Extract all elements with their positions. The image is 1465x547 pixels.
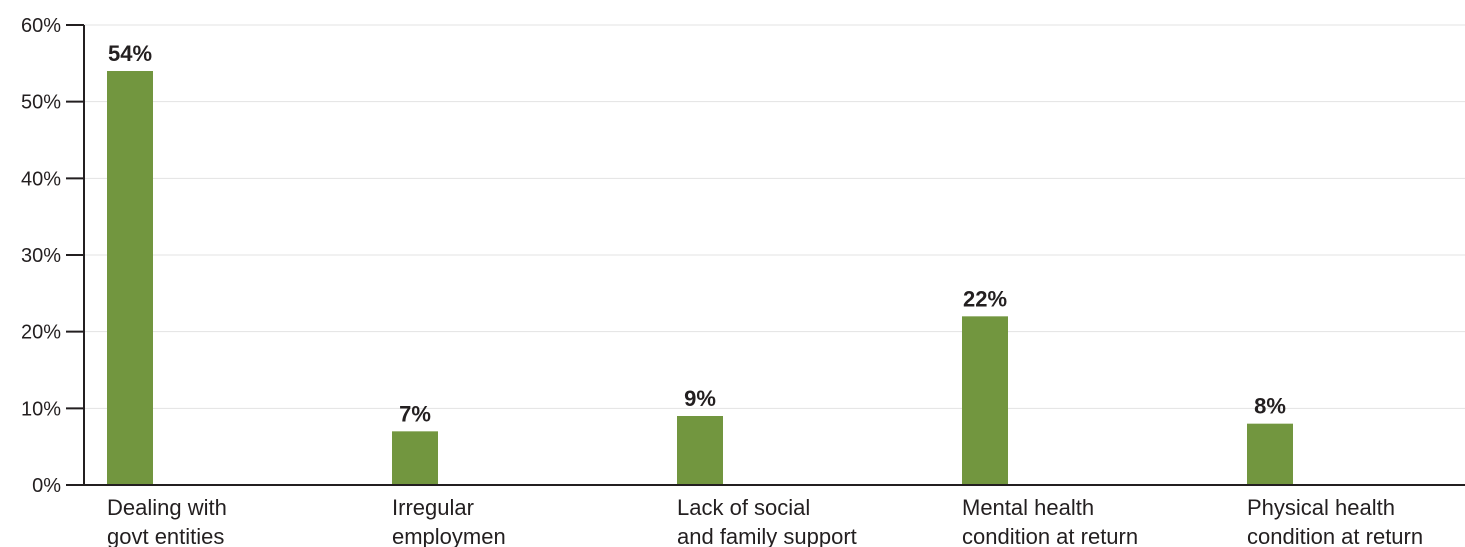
y-tick-label: 10% xyxy=(21,398,61,420)
x-category-label: Mental health condition at return xyxy=(962,495,1138,547)
x-category-label-line: condition at return xyxy=(962,524,1138,547)
bar xyxy=(1247,423,1293,485)
x-category-label: Physical health condition at return xyxy=(1247,495,1423,547)
bars xyxy=(107,71,1293,485)
gridlines xyxy=(84,24,1465,409)
x-axis-category-labels: Dealing with govt entities Irregular employ… xyxy=(107,495,1423,547)
y-tick-label: 30% xyxy=(21,245,61,267)
x-category-label-line: Mental health xyxy=(962,495,1094,520)
bar xyxy=(107,71,153,485)
data-label: 7% xyxy=(399,401,431,426)
y-tick-label: 60% xyxy=(21,15,61,37)
y-tick-label: 20% xyxy=(21,322,61,344)
data-label: 9% xyxy=(684,386,716,411)
y-tick-label: 50% xyxy=(21,92,61,114)
x-category-label-line: condition at return xyxy=(1247,524,1423,547)
x-category-label-line: Physical health xyxy=(1247,495,1395,520)
x-category-label-line: Lack of social xyxy=(677,495,810,520)
y-tick-label: 0% xyxy=(32,475,61,497)
bar xyxy=(392,431,438,485)
x-category-label-line: and family support xyxy=(677,524,857,547)
y-tick-label: 40% xyxy=(21,168,61,190)
data-label: 8% xyxy=(1254,394,1286,419)
data-label: 54% xyxy=(108,41,152,66)
data-label: 22% xyxy=(963,286,1007,311)
x-category-label: Lack of social and family support xyxy=(677,495,857,547)
x-category-label-line: govt entities xyxy=(107,524,224,547)
x-category-label-line: Dealing with xyxy=(107,495,227,520)
x-category-label: Dealing with govt entities xyxy=(107,495,227,547)
x-category-label-line: employmen xyxy=(392,524,506,547)
bar xyxy=(677,416,723,485)
x-category-label: Irregular employmen xyxy=(392,495,506,547)
bar xyxy=(962,316,1008,485)
x-category-label-line: Irregular xyxy=(392,495,474,520)
data-labels: 54% 7% 9% 22% 8% xyxy=(108,41,1286,426)
y-axis-ticks: 0% 10% 20% 30% 40% 50% 60% xyxy=(21,15,84,497)
